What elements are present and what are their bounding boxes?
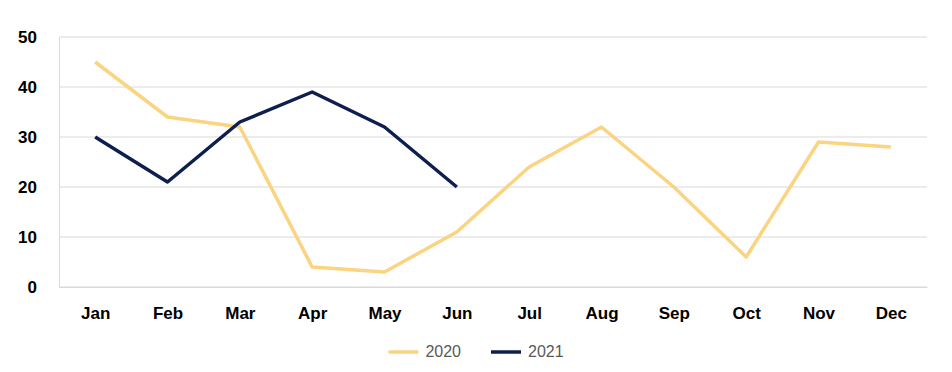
y-tick-label: 30 — [18, 128, 37, 147]
y-tick-label: 40 — [18, 78, 37, 97]
grid-line — [59, 237, 927, 238]
legend-label: 2021 — [528, 343, 564, 360]
y-tick: 10 — [18, 228, 59, 247]
x-tick: Sep — [659, 287, 690, 323]
legend-swatch — [491, 350, 521, 354]
legend-item: 2021 — [491, 343, 564, 360]
x-tick-label: Dec — [876, 304, 907, 323]
x-tick: Feb — [153, 287, 183, 323]
x-tick: Mar — [225, 287, 256, 323]
legend-label: 2020 — [425, 343, 461, 360]
x-tick: May — [368, 287, 402, 323]
x-tick-label: Jun — [442, 304, 472, 323]
y-tick-label: 20 — [18, 178, 37, 197]
legend-item: 2020 — [388, 343, 461, 360]
y-tick: 50 — [18, 28, 59, 47]
x-tick: Jun — [442, 287, 472, 323]
chart: 0 10 20 30 40 50 Jan Feb Mar Apr May Jun Jul Aug Sep Oc… — [0, 0, 952, 372]
x-tick: Jul — [517, 287, 542, 323]
x-axis: Jan Feb Mar Apr May Jun Jul Aug Sep Oct Nov Dec — [60, 287, 928, 323]
y-tick: 0 — [28, 278, 59, 297]
x-tick-label: Mar — [225, 304, 256, 323]
grid-line — [59, 287, 927, 288]
y-tick-label: 10 — [18, 228, 37, 247]
x-tick: Jan — [81, 287, 110, 323]
y-axis: 0 10 20 30 40 50 — [18, 28, 59, 297]
plot-area — [95, 62, 891, 272]
grid-line — [59, 37, 927, 38]
y-axis-line — [59, 38, 60, 288]
x-tick: Aug — [585, 287, 618, 323]
series-line — [95, 92, 457, 187]
x-tick-label: Oct — [732, 304, 761, 323]
y-tick-label: 0 — [28, 278, 37, 297]
y-tick: 20 — [18, 178, 59, 197]
x-tick-label: Nov — [803, 304, 836, 323]
x-tick-label: Aug — [585, 304, 618, 323]
x-tick-label: Jul — [517, 304, 542, 323]
grid-line — [59, 187, 927, 188]
x-tick: Oct — [732, 287, 761, 323]
series-line — [95, 62, 891, 272]
grid — [59, 37, 927, 287]
legend: 2020 2021 — [388, 343, 563, 360]
grid-line — [59, 87, 927, 88]
x-tick-label: Sep — [659, 304, 690, 323]
x-tick-label: Jan — [81, 304, 110, 323]
legend-swatch — [388, 350, 418, 354]
x-tick: Apr — [298, 287, 328, 323]
y-tick-label: 50 — [18, 28, 37, 47]
x-tick-label: May — [368, 304, 402, 323]
x-tick: Dec — [876, 287, 907, 323]
y-tick: 40 — [18, 78, 59, 97]
x-axis-line — [60, 287, 928, 288]
x-tick: Nov — [803, 287, 836, 323]
x-tick-label: Apr — [298, 304, 328, 323]
grid-line — [59, 137, 927, 138]
y-tick: 30 — [18, 128, 59, 147]
x-tick-label: Feb — [153, 304, 183, 323]
